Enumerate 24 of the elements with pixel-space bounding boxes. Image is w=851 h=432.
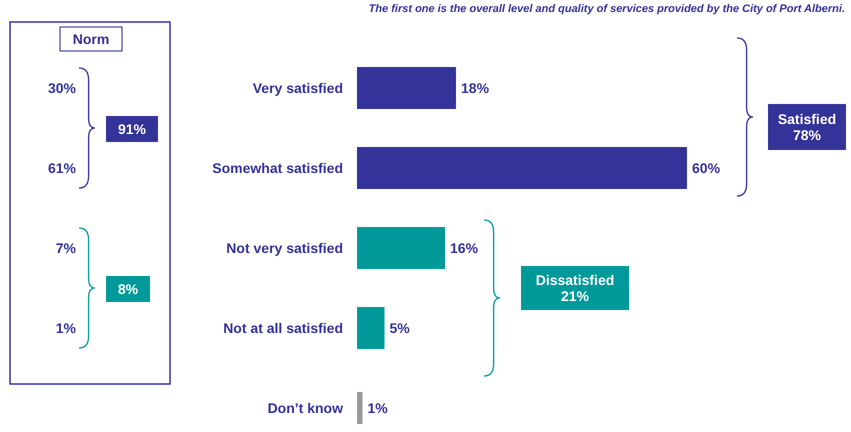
data-label: 16% [450,240,479,256]
bar [357,227,445,269]
text: Satisfied 78% [778,111,836,143]
text: 1% [56,320,77,336]
bar [357,307,384,349]
bar [357,147,687,189]
text: 91% [118,121,147,137]
data-label: 1% [368,400,388,416]
y-tick-label: Not at all satisfied [223,320,343,336]
text: Norm [72,31,110,47]
text: 8% [118,281,139,297]
y-tick-label: Don’t know [268,400,344,416]
bar [357,67,456,109]
y-tick-label: Somewhat satisfied [212,160,343,176]
annotation: Dissatisfied 21% [536,272,614,304]
data-label: 5% [390,320,410,336]
data-label: 60% [692,160,721,176]
chart-title: The first one is the overall level and quality of services provided by the City of Port Alberni. [368,3,845,15]
text: 30% [48,80,77,96]
y-tick-label: Not very satisfied [226,240,343,256]
data-label: 18% [461,80,490,96]
y-tick-label: Very satisfied [252,80,343,96]
text: 61% [48,160,77,176]
text: 7% [56,240,77,256]
